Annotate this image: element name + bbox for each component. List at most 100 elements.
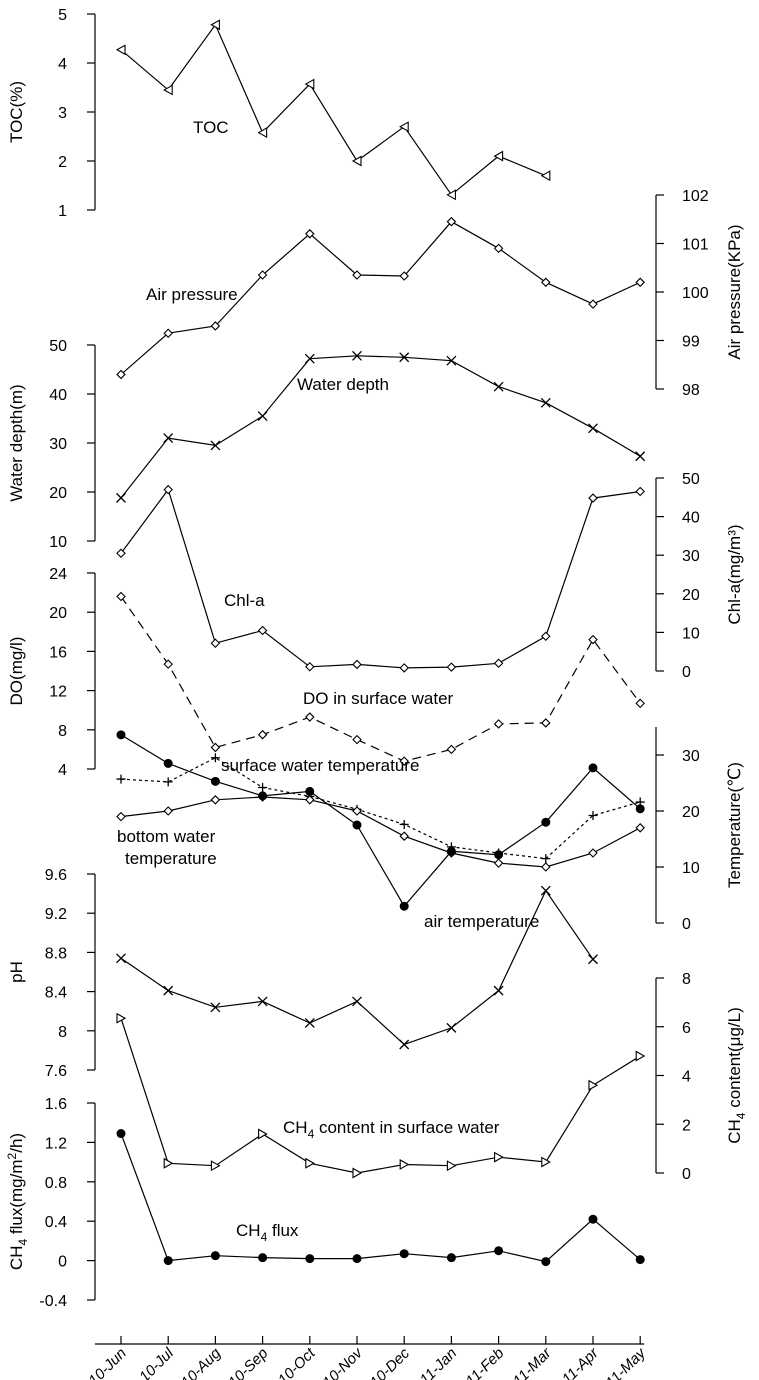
- marker-water-depth-0: [116, 492, 126, 503]
- tick-label-chl-a: 50: [682, 471, 700, 488]
- marker-water-depth-0: [257, 411, 268, 422]
- axis-title-chl-a: Chl-a(mg/m³): [725, 524, 744, 624]
- series-line-ch4-flux-0: [120, 1133, 641, 1263]
- tick-label-toc: 2: [58, 154, 67, 171]
- axis-title-ph: pH: [7, 961, 26, 983]
- x-tick-label: 10-Oct: [275, 1344, 319, 1380]
- marker-do-0: [352, 734, 362, 745]
- series-line-temperature-1: [120, 796, 641, 868]
- tick-label-temperature: 10: [682, 860, 700, 877]
- tick-label-ch4-content: 2: [682, 1117, 691, 1134]
- marker-temperature-2: [494, 850, 504, 860]
- marker-do-0: [541, 718, 551, 728]
- tick-label-chl-a: 40: [682, 510, 700, 527]
- tick-label-ch4-content: 4: [682, 1069, 691, 1086]
- marker-temperature-1: [163, 806, 173, 816]
- tick-label-chl-a: 10: [682, 625, 700, 642]
- marker-ph-0: [540, 885, 551, 896]
- tick-label-ph: 8.8: [45, 945, 67, 962]
- marker-ch4-content-0: [258, 1128, 268, 1140]
- marker-do-0: [163, 659, 173, 669]
- marker-air-pressure-0: [588, 299, 598, 309]
- tick-label-ch4-flux: 1.2: [45, 1135, 67, 1152]
- marker-ch4-content-0: [116, 1012, 127, 1024]
- x-tick-label: 11-Jan: [417, 1345, 461, 1380]
- marker-chl-a-0: [352, 659, 362, 670]
- tick-label-chl-a: 0: [682, 664, 691, 681]
- marker-chl-a-0: [210, 638, 221, 648]
- x-tick-label: 11-May: [602, 1344, 650, 1380]
- annotation-air-temperature: air temperature: [424, 912, 539, 931]
- marker-ch4-content-0: [494, 1151, 504, 1163]
- marker-toc-0: [540, 170, 551, 182]
- marker-ph-0: [163, 985, 174, 996]
- marker-toc-0: [446, 189, 456, 201]
- x-tick-label: 11-Mar: [510, 1344, 556, 1380]
- marker-air-pressure-0: [116, 369, 126, 380]
- x-tick-label: 10-Dec: [367, 1344, 414, 1380]
- tick-label-ph: 8.4: [45, 985, 67, 1002]
- marker-temperature-1: [210, 795, 221, 805]
- tick-label-toc: 3: [58, 105, 67, 122]
- marker-ph-0: [493, 985, 504, 996]
- marker-water-depth-0: [493, 381, 504, 392]
- marker-ch4-flux-0: [635, 1255, 645, 1265]
- marker-temperature-0: [163, 777, 173, 787]
- marker-temperature-2: [116, 730, 126, 740]
- tick-label-toc: 4: [58, 56, 67, 73]
- tick-label-air-pressure: 102: [682, 188, 709, 205]
- tick-label-temperature: 30: [682, 748, 700, 765]
- annotation-surface-water-temperature: surface water temperature: [221, 756, 419, 775]
- marker-do-0: [399, 756, 409, 766]
- series-line-temperature-2: [120, 734, 641, 908]
- series-line-ch4-content-0: [120, 1018, 641, 1174]
- marker-ph-0: [588, 954, 598, 965]
- annotation-ch4-content: CH4 content in surface water: [283, 1118, 500, 1141]
- tick-label-do: 12: [49, 684, 67, 701]
- marker-do-0: [257, 729, 268, 740]
- marker-ch4-content-0: [163, 1157, 174, 1169]
- marker-temperature-2: [635, 804, 645, 814]
- tick-label-temperature: 20: [682, 804, 700, 821]
- marker-ch4-flux-0: [258, 1253, 268, 1263]
- tick-label-ch4-flux: 0: [58, 1254, 67, 1271]
- marker-ch4-content-0: [541, 1156, 551, 1168]
- marker-chl-a-0: [399, 663, 409, 673]
- annotation-ch4-flux: CH4 flux: [236, 1221, 299, 1244]
- tick-label-do: 8: [58, 723, 67, 740]
- marker-toc-0: [304, 78, 315, 90]
- marker-ch4-flux-0: [399, 1249, 409, 1259]
- tick-label-air-pressure: 99: [682, 334, 700, 351]
- marker-temperature-2: [210, 776, 220, 786]
- marker-do-0: [116, 591, 126, 602]
- marker-chl-a-0: [257, 625, 268, 636]
- marker-air-pressure-0: [163, 328, 173, 339]
- tick-label-do: 20: [49, 605, 67, 622]
- x-tick-label: 10-Aug: [178, 1344, 225, 1380]
- axis-title-toc: TOC(%): [7, 81, 26, 143]
- marker-water-depth-0: [446, 355, 457, 366]
- tick-label-water-depth: 10: [49, 534, 67, 551]
- tick-label-chl-a: 30: [682, 548, 700, 565]
- marker-chl-a-0: [541, 631, 551, 642]
- marker-do-0: [588, 634, 598, 645]
- tick-label-ph: 8: [58, 1024, 67, 1041]
- marker-water-depth-0: [210, 440, 221, 451]
- marker-toc-0: [493, 150, 504, 162]
- annotation-air-pressure: Air pressure: [146, 285, 238, 304]
- tick-label-ch4-flux: -0.4: [39, 1293, 67, 1310]
- marker-temperature-0: [588, 810, 598, 820]
- marker-temperature-2: [163, 758, 173, 768]
- tick-label-air-pressure: 100: [682, 285, 709, 302]
- marker-air-pressure-0: [541, 277, 551, 288]
- tick-label-chl-a: 20: [682, 587, 700, 604]
- marker-air-pressure-0: [446, 216, 457, 227]
- marker-ch4-content-0: [305, 1157, 315, 1169]
- marker-ch4-content-0: [352, 1167, 363, 1179]
- marker-temperature-0: [541, 854, 551, 864]
- marker-toc-0: [399, 121, 409, 133]
- marker-air-pressure-0: [399, 271, 409, 281]
- series-line-do-0: [120, 596, 641, 762]
- marker-water-depth-0: [352, 350, 362, 361]
- marker-toc-0: [115, 44, 126, 56]
